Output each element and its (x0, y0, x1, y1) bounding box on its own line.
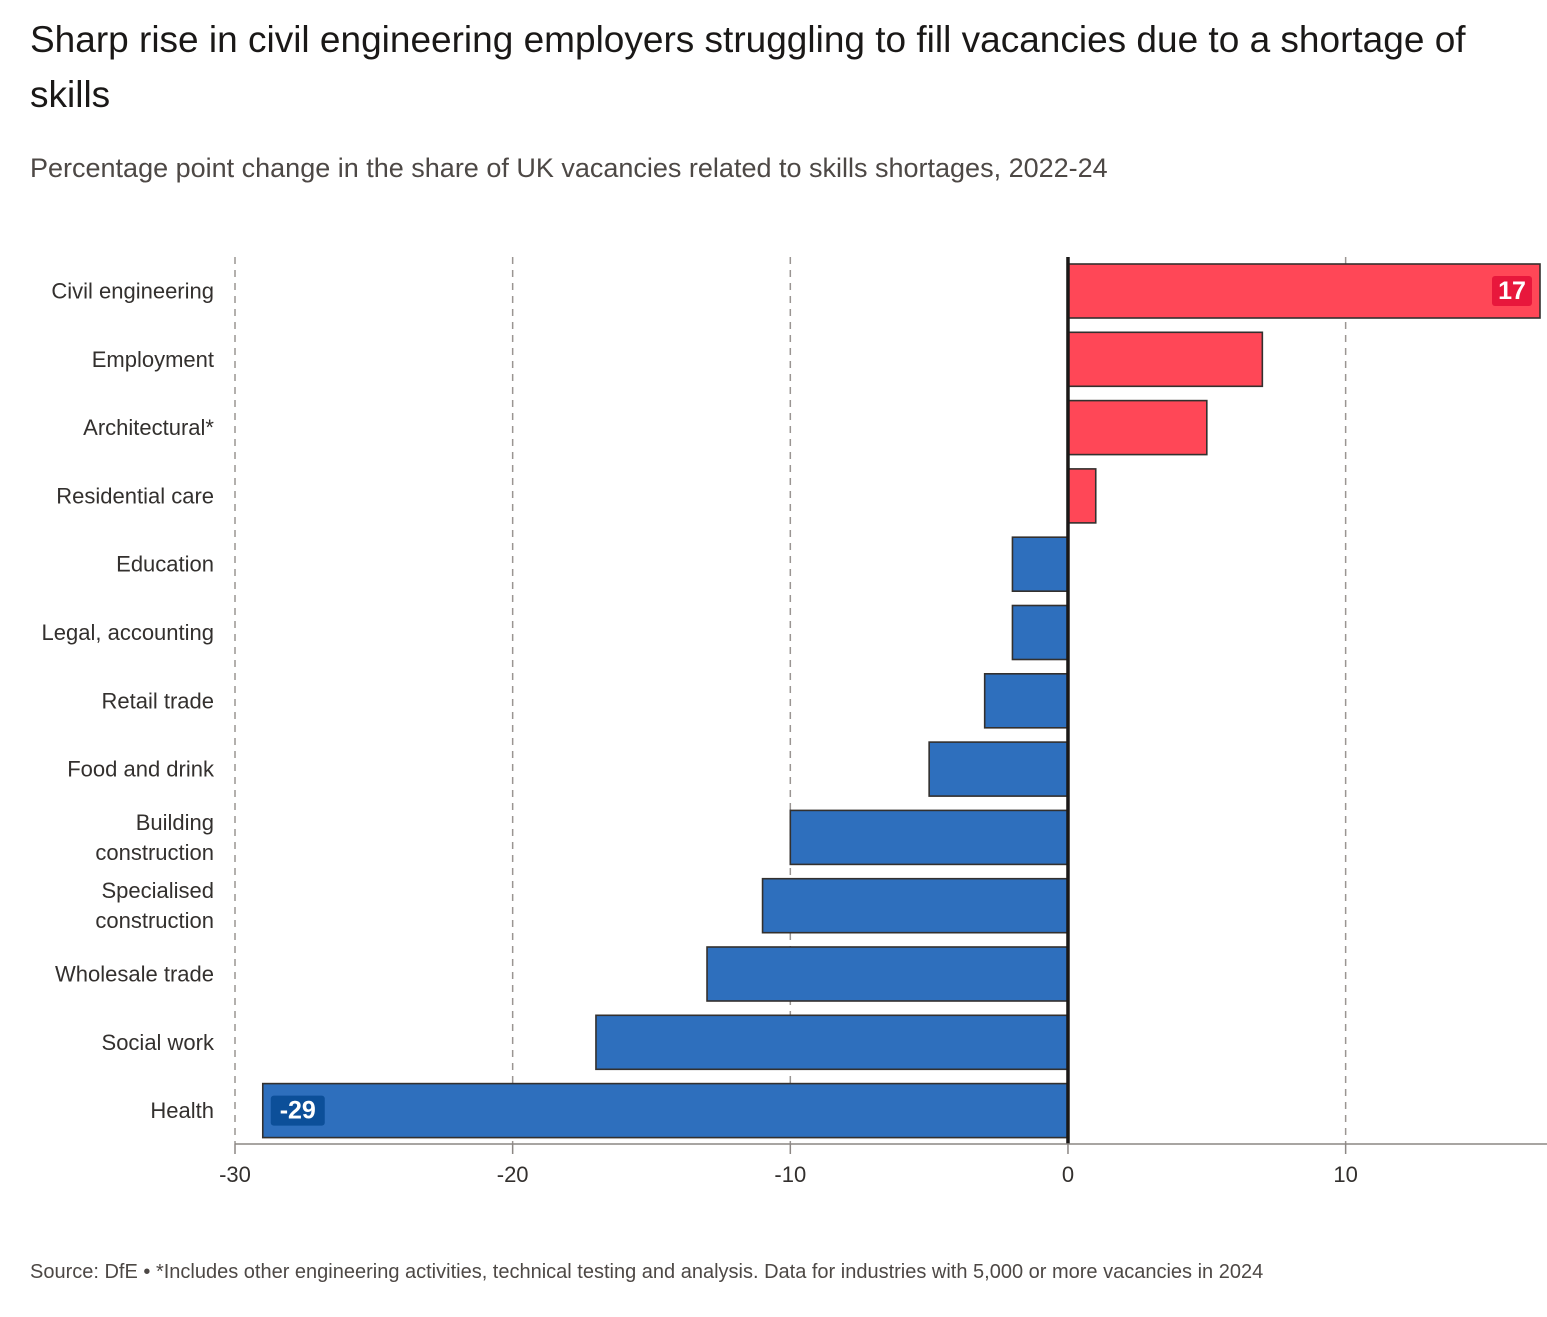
category-label-line: Health (150, 1098, 214, 1123)
bar-3 (1067, 468, 1097, 524)
category-label-6: Retail trade (101, 688, 214, 713)
bar-9 (761, 877, 1069, 934)
category-label-line: Residential care (56, 483, 214, 508)
category-label-line: Architectural* (83, 415, 214, 440)
grid-lines (234, 257, 1347, 1144)
category-label-9: Specialised construction (95, 878, 214, 933)
data-label-12: -29 (280, 1097, 316, 1125)
category-label-line: construction (95, 908, 214, 933)
bars (261, 263, 1541, 1139)
category-label-line: construction (95, 840, 214, 865)
category-labels: Civil engineering Employment Architectural… (42, 279, 215, 1124)
category-label-line: Food and drink (67, 757, 215, 782)
x-tick-label-4: 10 (1333, 1162, 1357, 1187)
bar-6 (983, 672, 1069, 729)
category-label-12: Health (150, 1098, 214, 1123)
data-labels: 17 -29 (270, 276, 1532, 1126)
bar-5 (1011, 604, 1069, 661)
category-label-line: Legal, accounting (42, 620, 214, 645)
category-label-line: Specialised (101, 878, 214, 903)
chart-subtitle: Percentage point change in the share of … (30, 153, 1108, 183)
source-note: Source: DfE • *Includes other engineerin… (30, 1261, 1264, 1283)
x-tick-label-2: -10 (774, 1162, 806, 1187)
category-label-line: Social work (102, 1030, 215, 1055)
x-tick-label-0: -30 (219, 1162, 251, 1187)
data-label-bg-12 (270, 1095, 325, 1126)
category-label-line: Civil engineering (51, 279, 214, 304)
category-label-line: Education (116, 552, 214, 577)
data-label-bg-0 (1492, 276, 1532, 306)
category-label-3: Residential care (56, 483, 214, 508)
x-tick-label-3: 0 (1062, 1162, 1074, 1187)
category-label-8: Building construction (95, 810, 214, 865)
bar-8 (789, 809, 1069, 866)
chart-title: Sharp rise in civil engineering employer… (30, 19, 1466, 115)
data-label-0: 17 (1498, 277, 1526, 305)
x-axis: -30 -20 -10 0 10 (219, 257, 1547, 1187)
bar-11 (595, 1014, 1069, 1071)
x-tick-label-1: -20 (497, 1162, 529, 1187)
bar-4 (1011, 536, 1069, 593)
category-label-line: Employment (92, 347, 214, 372)
category-label-line: Retail trade (101, 688, 214, 713)
category-label-0: Civil engineering (51, 279, 214, 304)
bar-7 (928, 741, 1069, 797)
bar-1 (1067, 331, 1264, 388)
bar-0 (1067, 263, 1541, 319)
category-label-11: Social work (102, 1030, 215, 1055)
category-label-10: Wholesale trade (55, 962, 214, 987)
category-label-2: Architectural* (83, 415, 214, 440)
category-label-line: Wholesale trade (55, 962, 214, 987)
category-label-5: Legal, accounting (42, 620, 214, 645)
bar-2 (1067, 399, 1208, 456)
category-label-4: Education (116, 552, 214, 577)
bar-10 (706, 946, 1069, 1002)
category-label-1: Employment (92, 347, 214, 372)
category-label-line: Building (136, 810, 214, 835)
bar-12 (261, 1082, 1069, 1139)
category-label-7: Food and drink (67, 757, 215, 782)
